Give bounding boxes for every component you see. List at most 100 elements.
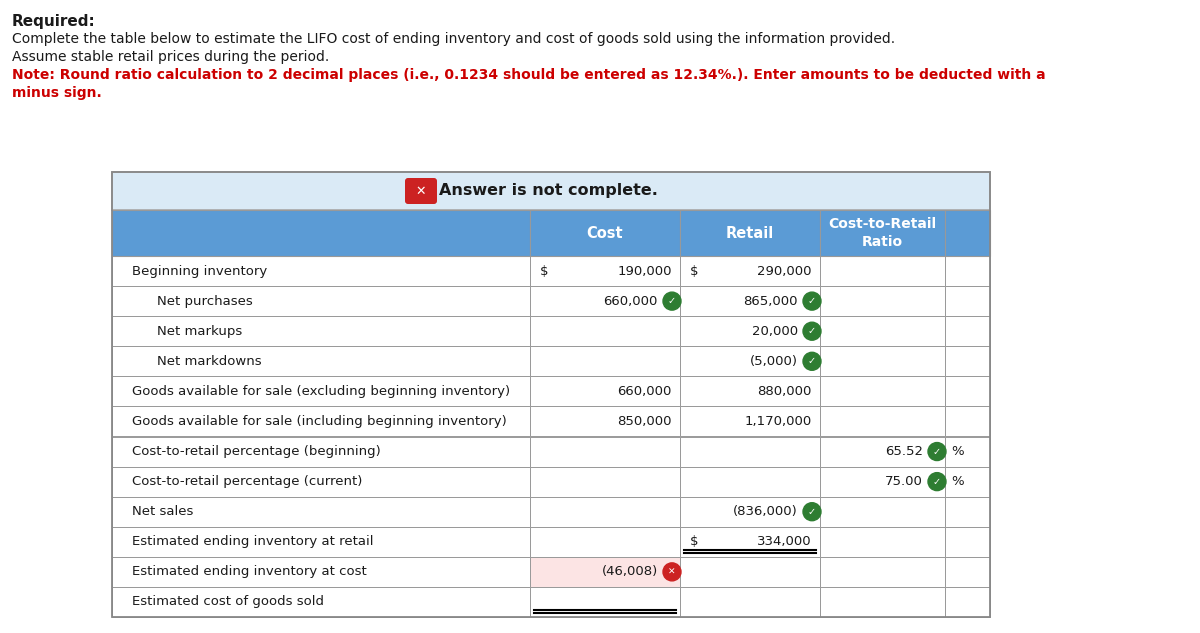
Circle shape	[662, 563, 682, 581]
Text: ✕: ✕	[668, 567, 676, 577]
Text: ✓: ✓	[932, 477, 941, 487]
Text: Estimated ending inventory at cost: Estimated ending inventory at cost	[132, 565, 367, 579]
Text: ✓: ✓	[808, 356, 816, 367]
Circle shape	[803, 292, 821, 310]
Text: Net markups: Net markups	[157, 325, 242, 338]
Bar	[112, 286, 530, 316]
Bar	[820, 316, 946, 346]
Bar	[680, 437, 820, 467]
Text: $: $	[690, 265, 698, 277]
Bar	[946, 587, 990, 617]
Circle shape	[662, 292, 682, 310]
Bar	[112, 172, 990, 210]
Bar	[530, 467, 680, 497]
Text: ✓: ✓	[932, 446, 941, 456]
Text: Net purchases: Net purchases	[157, 294, 253, 308]
Text: Goods available for sale (including beginning inventory): Goods available for sale (including begi…	[132, 415, 506, 428]
Text: 75.00: 75.00	[886, 475, 923, 488]
Bar	[946, 286, 990, 316]
Bar	[680, 587, 820, 617]
Bar	[820, 587, 946, 617]
Bar	[820, 497, 946, 527]
Bar	[680, 527, 820, 557]
Text: (46,008): (46,008)	[601, 565, 658, 579]
Text: ✓: ✓	[668, 296, 676, 306]
Bar	[946, 406, 990, 437]
Text: 20,000: 20,000	[752, 325, 798, 338]
Bar	[680, 557, 820, 587]
Circle shape	[928, 442, 946, 461]
Bar	[530, 256, 680, 286]
Bar	[680, 316, 820, 346]
Text: Cost-to-retail percentage (current): Cost-to-retail percentage (current)	[132, 475, 362, 488]
Text: Answer is not complete.: Answer is not complete.	[439, 184, 658, 199]
Text: (836,000): (836,000)	[733, 505, 798, 518]
Text: 290,000: 290,000	[757, 265, 812, 277]
Bar	[112, 316, 530, 346]
Text: Cost-to-retail percentage (beginning): Cost-to-retail percentage (beginning)	[132, 445, 380, 458]
Bar	[112, 346, 530, 377]
Bar	[530, 210, 680, 256]
Bar	[530, 406, 680, 437]
Bar	[820, 210, 946, 256]
Bar	[820, 256, 946, 286]
Bar	[946, 497, 990, 527]
Text: Net markdowns: Net markdowns	[157, 354, 262, 368]
Bar	[112, 557, 530, 587]
Bar	[680, 467, 820, 497]
Text: minus sign.: minus sign.	[12, 86, 102, 100]
Text: 880,000: 880,000	[757, 385, 812, 398]
Text: 65.52: 65.52	[886, 445, 923, 458]
Text: Assume stable retail prices during the period.: Assume stable retail prices during the p…	[12, 50, 329, 64]
Text: 1,170,000: 1,170,000	[745, 415, 812, 428]
Bar	[820, 437, 946, 467]
Text: (5,000): (5,000)	[750, 354, 798, 368]
Bar	[946, 316, 990, 346]
Bar	[946, 210, 990, 256]
Bar	[112, 377, 530, 406]
Bar	[530, 497, 680, 527]
Text: $: $	[690, 536, 698, 548]
Text: 190,000: 190,000	[618, 265, 672, 277]
Bar	[112, 256, 530, 286]
Text: Estimated cost of goods sold: Estimated cost of goods sold	[132, 596, 324, 608]
Bar	[530, 437, 680, 467]
Bar	[112, 437, 530, 467]
Bar	[820, 377, 946, 406]
Text: Cost: Cost	[587, 225, 623, 241]
Bar	[946, 377, 990, 406]
Bar	[680, 210, 820, 256]
Circle shape	[803, 503, 821, 521]
Text: ✓: ✓	[808, 296, 816, 306]
Bar	[530, 557, 680, 587]
Text: %: %	[952, 445, 964, 458]
Bar	[680, 286, 820, 316]
FancyBboxPatch shape	[406, 178, 437, 204]
Bar	[112, 527, 530, 557]
Circle shape	[803, 322, 821, 340]
Bar	[112, 467, 530, 497]
Bar	[946, 557, 990, 587]
Bar	[820, 467, 946, 497]
Bar	[820, 557, 946, 587]
Bar	[820, 346, 946, 377]
Bar	[946, 346, 990, 377]
Bar	[680, 377, 820, 406]
Text: 660,000: 660,000	[604, 294, 658, 308]
Bar	[820, 406, 946, 437]
Text: Complete the table below to estimate the LIFO cost of ending inventory and cost : Complete the table below to estimate the…	[12, 32, 895, 46]
Text: Cost-to-Retail
Ratio: Cost-to-Retail Ratio	[828, 216, 936, 249]
Bar	[946, 527, 990, 557]
Bar	[946, 437, 990, 467]
Bar	[530, 377, 680, 406]
Text: Estimated ending inventory at retail: Estimated ending inventory at retail	[132, 536, 373, 548]
Text: Beginning inventory: Beginning inventory	[132, 265, 268, 277]
Text: ✓: ✓	[808, 326, 816, 336]
Text: 865,000: 865,000	[744, 294, 798, 308]
Bar	[530, 527, 680, 557]
Bar	[680, 346, 820, 377]
Bar	[530, 316, 680, 346]
Text: ✕: ✕	[415, 184, 426, 197]
Circle shape	[928, 473, 946, 491]
Text: ✓: ✓	[808, 506, 816, 517]
